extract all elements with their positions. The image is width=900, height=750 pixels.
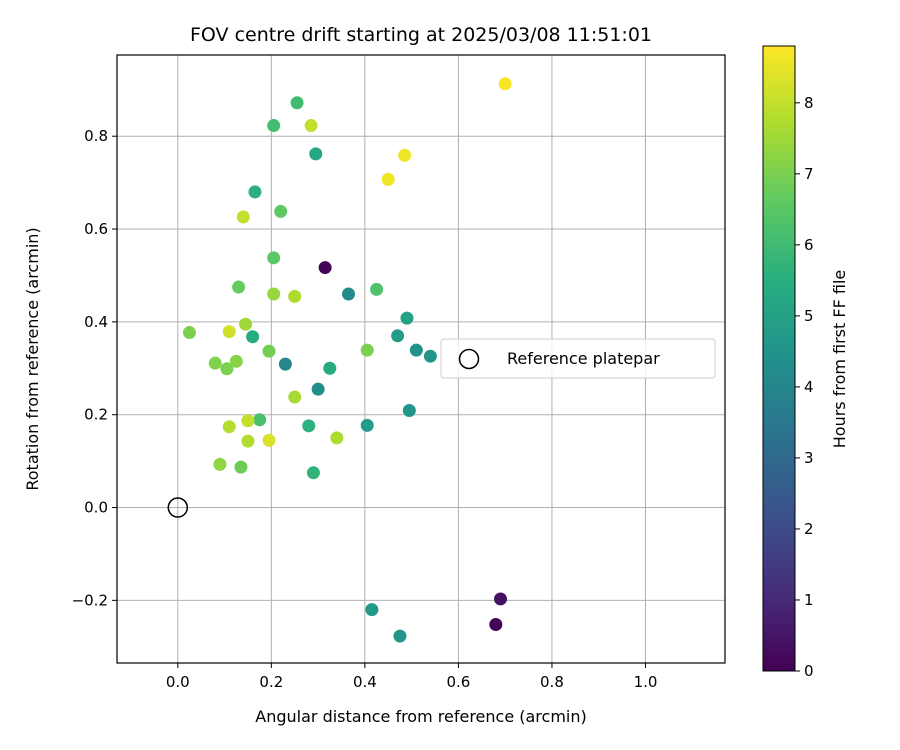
data-point <box>309 147 323 161</box>
y-tick-label: 0.4 <box>84 313 108 331</box>
data-point <box>234 460 248 474</box>
data-point <box>220 362 234 376</box>
data-point <box>498 77 512 91</box>
y-tick-label: 0.8 <box>84 127 108 145</box>
data-point <box>318 261 332 275</box>
x-tick-label: 0.8 <box>540 673 564 691</box>
data-point <box>302 419 316 433</box>
data-point <box>236 210 250 224</box>
data-point <box>400 311 414 325</box>
colorbar-tick-label: 7 <box>804 165 814 183</box>
y-tick-label: 0.2 <box>84 406 108 424</box>
data-point <box>381 172 395 186</box>
x-axis-label: Angular distance from reference (arcmin) <box>255 707 586 726</box>
data-point <box>239 317 253 331</box>
data-point <box>391 329 405 343</box>
y-axis: −0.2 0.0 0.2 0.4 0.6 0.8 <box>72 127 117 609</box>
data-point <box>267 119 281 133</box>
y-axis-label: Rotation from reference (arcmin) <box>23 227 42 490</box>
data-point <box>241 414 255 428</box>
data-point <box>402 404 416 418</box>
data-point <box>267 287 281 301</box>
y-tick-label: −0.2 <box>72 591 108 609</box>
colorbar-tick-label: 5 <box>804 307 814 325</box>
data-point <box>232 280 246 294</box>
y-tick-label: 0.6 <box>84 220 108 238</box>
data-point <box>423 349 437 363</box>
data-point <box>393 629 407 643</box>
data-point <box>304 119 318 133</box>
data-point <box>267 251 281 265</box>
x-tick-label: 0.2 <box>259 673 283 691</box>
data-point <box>342 287 356 301</box>
data-point <box>248 185 262 199</box>
data-point <box>213 457 227 471</box>
colorbar-tick-label: 8 <box>804 94 814 112</box>
data-point <box>306 466 320 480</box>
data-point <box>262 344 276 358</box>
data-point <box>262 433 276 447</box>
data-point <box>274 204 288 218</box>
data-point <box>208 356 222 370</box>
colorbar: 0 1 2 3 4 5 6 7 8 Hours from first FF file <box>762 45 849 680</box>
reference-point <box>167 497 189 518</box>
data-point <box>409 343 423 357</box>
data-point <box>398 148 412 162</box>
colorbar-tick-label: 2 <box>804 520 814 538</box>
data-point <box>330 431 344 445</box>
data-point <box>360 418 374 432</box>
data-point <box>241 434 255 448</box>
legend-label: Reference platepar <box>507 349 660 368</box>
x-tick-label: 0.6 <box>446 673 470 691</box>
x-tick-label: 0.4 <box>353 673 377 691</box>
legend: Reference platepar <box>440 338 716 379</box>
legend-box <box>440 338 716 379</box>
data-points <box>182 77 512 643</box>
data-point <box>288 390 302 404</box>
legend-marker <box>458 348 480 370</box>
colorbar-tick-label: 1 <box>804 591 814 609</box>
x-tick-label: 0.0 <box>166 673 190 691</box>
chart-title: FOV centre drift starting at 2025/03/08 … <box>190 24 652 46</box>
colorbar-tick-label: 0 <box>804 662 814 680</box>
data-point <box>182 326 196 340</box>
data-point <box>222 420 236 434</box>
data-point <box>288 289 302 303</box>
x-axis: 0.0 0.2 0.4 0.6 0.8 1.0 <box>166 663 658 691</box>
data-point <box>311 382 325 396</box>
colorbar-tick-label: 4 <box>804 378 814 396</box>
data-point <box>489 617 503 631</box>
data-point <box>229 354 243 368</box>
data-point <box>323 361 337 375</box>
x-tick-label: 1.0 <box>634 673 658 691</box>
data-point <box>494 592 508 606</box>
reference-marker <box>167 497 189 518</box>
y-tick-label: 0.0 <box>84 499 108 517</box>
data-point <box>253 413 267 427</box>
colorbar-label: Hours from first FF file <box>830 270 849 449</box>
plot-frame <box>116 54 726 664</box>
colorbar-tick-label: 6 <box>804 236 814 254</box>
data-point <box>246 330 260 344</box>
data-point <box>222 325 236 339</box>
data-point <box>278 357 292 371</box>
data-point <box>290 96 304 110</box>
data-point <box>360 343 374 357</box>
data-point <box>370 282 384 296</box>
colorbar-tick-label: 3 <box>804 449 814 467</box>
data-point <box>365 603 379 617</box>
colorbar-gradient <box>762 45 796 672</box>
